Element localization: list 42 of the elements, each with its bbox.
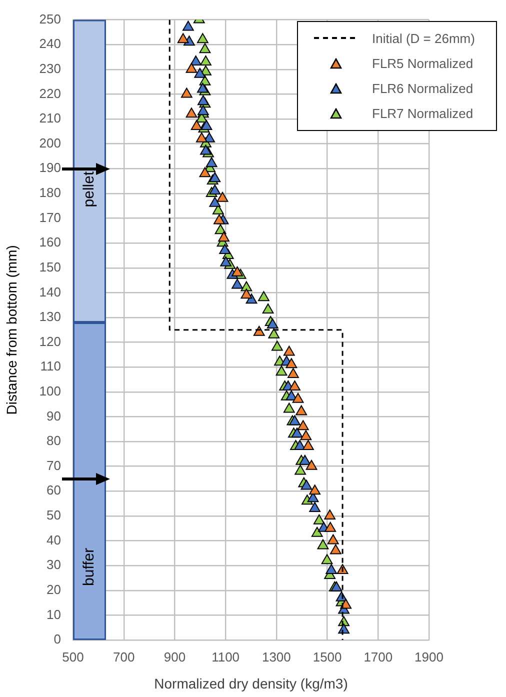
- y-axis-title: Distance from bottom (mm): [3, 245, 20, 415]
- y-tick-label: 40: [46, 532, 61, 548]
- y-tick-label: 60: [46, 482, 61, 498]
- y-tick-label: 80: [46, 433, 61, 448]
- y-tick-label: 180: [39, 185, 61, 200]
- y-tick-label: 140: [39, 284, 61, 300]
- y-tick-label: 70: [46, 458, 61, 473]
- x-tick-label: 1700: [364, 649, 393, 664]
- legend-label: FLR5 Normalized: [372, 56, 474, 71]
- x-tick-label: 700: [113, 649, 135, 664]
- legend-label: Initial (D = 26mm): [372, 30, 475, 46]
- x-tick-label: 1300: [262, 649, 291, 664]
- legend-label: FLR6 Normalized: [372, 80, 474, 96]
- y-tick-label: 250: [39, 11, 61, 26]
- x-tick-label: 500: [62, 649, 84, 664]
- y-tick-label: 210: [39, 110, 61, 126]
- y-tick-label: 200: [39, 135, 61, 150]
- y-tick-label: 230: [39, 60, 61, 76]
- x-axis-title: Normalized dry density (kg/m3): [154, 675, 348, 692]
- band-label: buffer: [80, 548, 98, 586]
- y-tick-label: 120: [39, 334, 61, 349]
- y-tick-label: 190: [39, 160, 61, 176]
- y-tick-label: 50: [46, 508, 61, 523]
- x-tick-label: 1900: [414, 649, 444, 664]
- band-label: pellet: [80, 170, 98, 208]
- y-tick-label: 130: [39, 309, 61, 324]
- y-tick-label: 0: [54, 632, 61, 647]
- y-tick-label: 30: [46, 557, 61, 572]
- x-tick-label: 1500: [312, 649, 342, 664]
- x-tick-label: 900: [164, 649, 186, 664]
- y-tick-label: 220: [39, 86, 61, 101]
- y-tick-label: 240: [39, 36, 61, 52]
- y-tick-label: 10: [46, 606, 61, 622]
- y-tick-label: 90: [46, 408, 61, 424]
- y-tick-label: 170: [39, 210, 61, 225]
- legend-label: FLR7 Normalized: [372, 106, 474, 121]
- y-tick-label: 20: [46, 582, 61, 597]
- y-tick-label: 160: [39, 234, 61, 250]
- y-tick-label: 100: [39, 384, 61, 398]
- x-tick-label: 1100: [212, 649, 240, 664]
- y-tick-label: 150: [39, 259, 61, 274]
- y-tick-label: 110: [40, 358, 61, 374]
